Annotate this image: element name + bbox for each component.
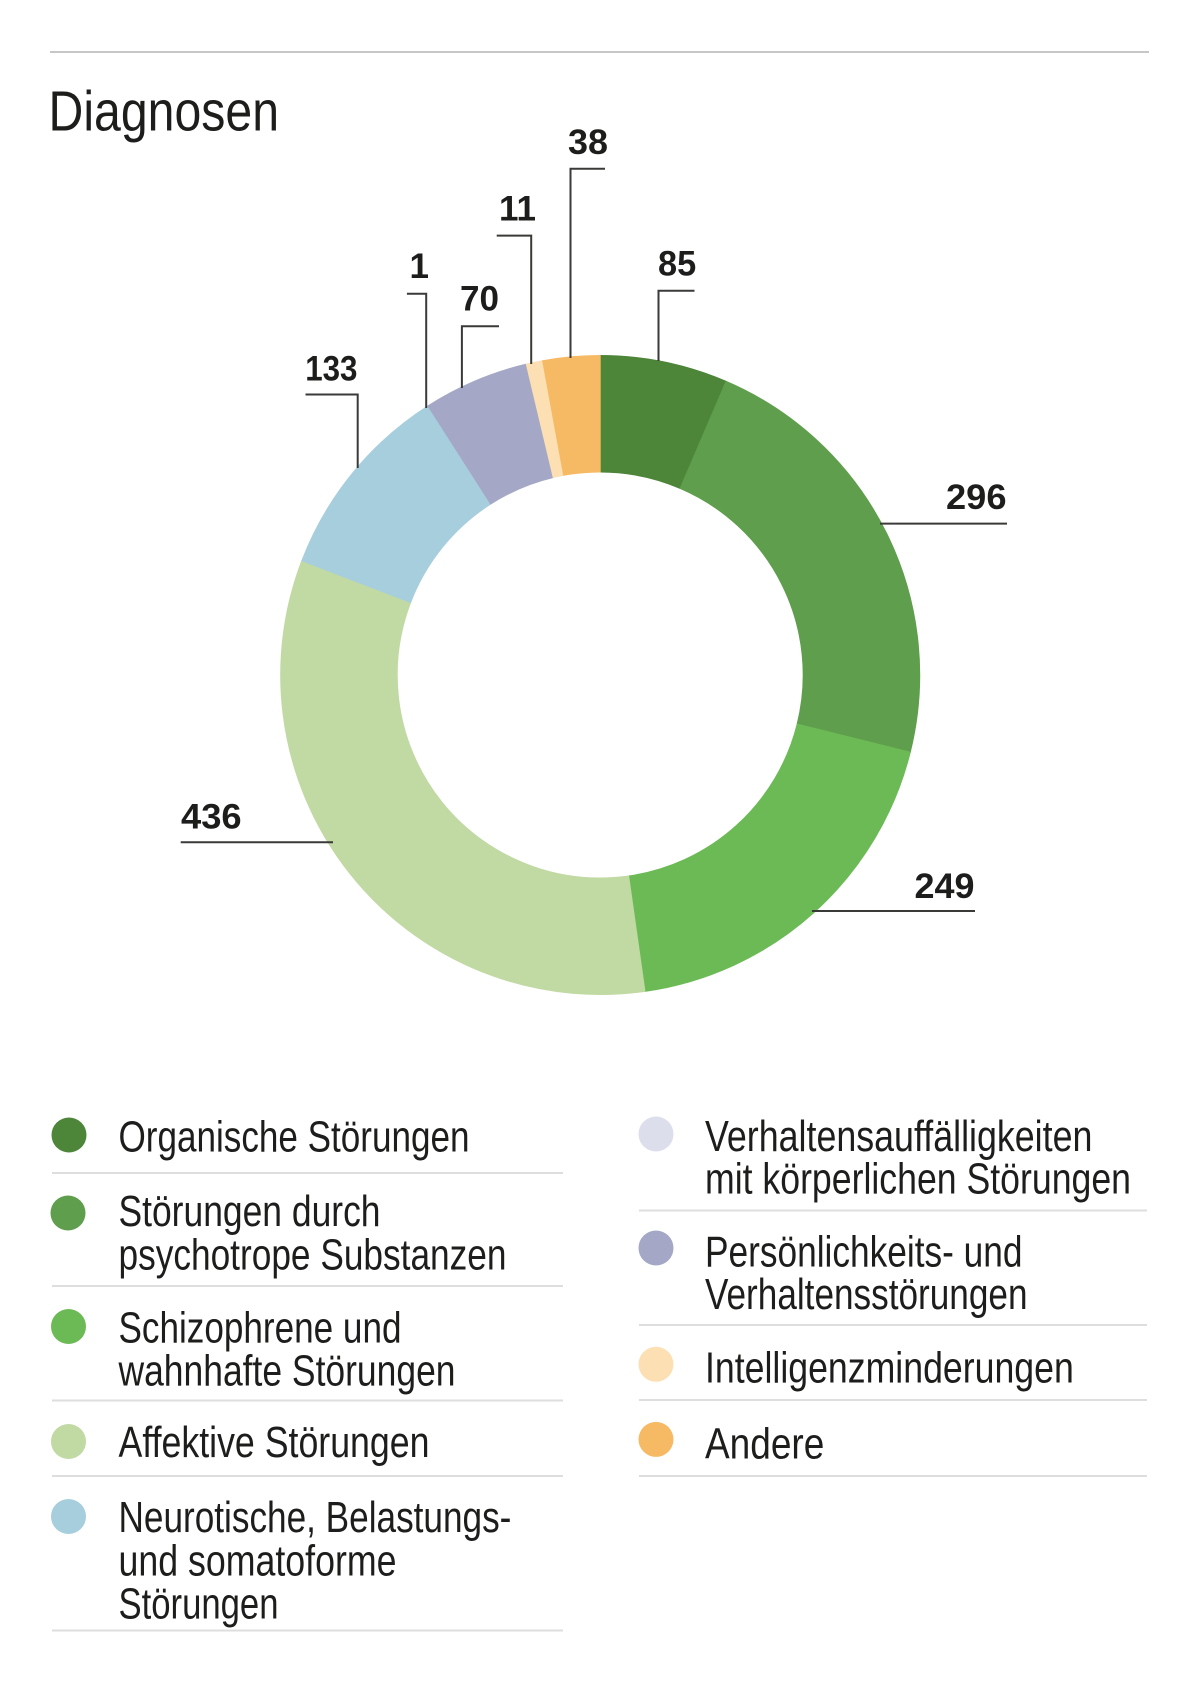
svg-text:Verhaltensstörungen: Verhaltensstörungen	[705, 1270, 1028, 1319]
svg-text:Störungen: Störungen	[119, 1579, 279, 1628]
svg-text:mit körperlichen Störungen: mit körperlichen Störungen	[705, 1155, 1131, 1204]
svg-text:Organische Störungen: Organische Störungen	[119, 1112, 470, 1161]
svg-text:Verhaltensauffälligkeiten: Verhaltensauffälligkeiten	[705, 1112, 1092, 1161]
svg-text:70: 70	[460, 279, 499, 318]
svg-text:Störungen durch: Störungen durch	[119, 1187, 381, 1236]
svg-text:Persönlichkeits- und: Persönlichkeits- und	[705, 1227, 1023, 1276]
svg-text:Affektive Störungen: Affektive Störungen	[119, 1418, 430, 1467]
svg-text:249: 249	[915, 867, 975, 906]
svg-text:1: 1	[410, 247, 429, 286]
svg-text:Schizophrene und: Schizophrene und	[119, 1303, 402, 1352]
svg-text:38: 38	[568, 123, 608, 162]
svg-text:85: 85	[658, 244, 696, 283]
svg-text:Neurotische, Belastungs-: Neurotische, Belastungs-	[119, 1493, 512, 1542]
svg-text:Diagnosen: Diagnosen	[49, 80, 280, 143]
svg-text:Andere: Andere	[705, 1419, 824, 1468]
svg-text:436: 436	[181, 798, 242, 837]
svg-text:133: 133	[305, 349, 357, 388]
svg-text:psychotrope Substanzen: psychotrope Substanzen	[119, 1230, 507, 1279]
svg-text:11: 11	[499, 190, 536, 229]
svg-text:Intelligenzminderungen: Intelligenzminderungen	[705, 1343, 1074, 1392]
svg-text:und somatoforme: und somatoforme	[119, 1536, 397, 1585]
svg-text:296: 296	[946, 478, 1007, 517]
svg-text:wahnhafte Störungen: wahnhafte Störungen	[118, 1347, 456, 1396]
